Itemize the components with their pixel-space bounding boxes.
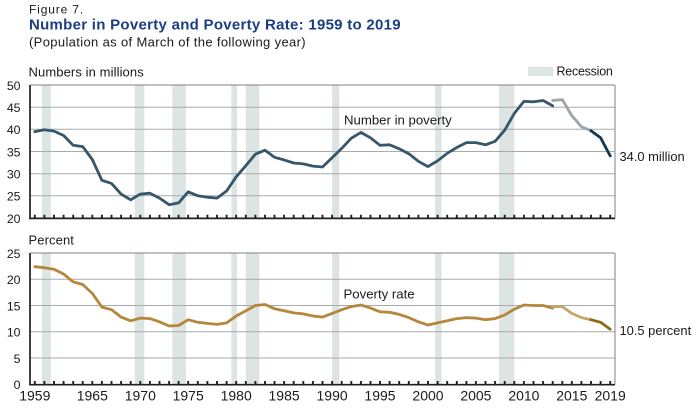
svg-text:50: 50 <box>7 79 21 93</box>
svg-text:15: 15 <box>7 299 21 313</box>
svg-text:45: 45 <box>7 101 21 115</box>
svg-text:1975: 1975 <box>173 388 204 404</box>
svg-text:Number in poverty: Number in poverty <box>344 112 452 127</box>
svg-text:Figure 7.: Figure 7. <box>29 2 84 16</box>
svg-text:Numbers in millions: Numbers in millions <box>29 64 145 79</box>
svg-text:1990: 1990 <box>317 388 348 404</box>
svg-text:Poverty rate: Poverty rate <box>344 286 415 301</box>
svg-text:0: 0 <box>14 378 21 392</box>
svg-text:1965: 1965 <box>77 388 108 404</box>
svg-text:Number in Poverty and Poverty: Number in Poverty and Poverty Rate: 1959… <box>29 17 401 34</box>
svg-text:2015: 2015 <box>556 388 587 404</box>
svg-text:Recession: Recession <box>557 65 613 79</box>
svg-text:2019: 2019 <box>595 388 626 404</box>
svg-text:30: 30 <box>7 168 21 182</box>
svg-text:20: 20 <box>7 273 21 287</box>
svg-text:1970: 1970 <box>125 388 156 404</box>
svg-text:35: 35 <box>7 145 21 159</box>
svg-text:10: 10 <box>7 326 21 340</box>
svg-text:Percent: Percent <box>29 232 75 247</box>
svg-text:1959: 1959 <box>19 388 50 404</box>
svg-text:2010: 2010 <box>508 388 539 404</box>
svg-text:25: 25 <box>7 190 21 204</box>
svg-text:34.0 million: 34.0 million <box>620 149 685 164</box>
svg-text:25: 25 <box>7 247 21 261</box>
svg-text:1995: 1995 <box>364 388 395 404</box>
svg-text:1980: 1980 <box>221 388 252 404</box>
svg-text:20: 20 <box>7 212 21 226</box>
svg-text:2000: 2000 <box>412 388 443 404</box>
svg-text:10.5 percent: 10.5 percent <box>620 323 692 338</box>
svg-text:2005: 2005 <box>460 388 491 404</box>
svg-text:40: 40 <box>7 123 21 137</box>
svg-text:1985: 1985 <box>269 388 300 404</box>
svg-text:5: 5 <box>14 352 21 366</box>
svg-text:(Population as of March of the: (Population as of March of the following… <box>29 34 306 49</box>
